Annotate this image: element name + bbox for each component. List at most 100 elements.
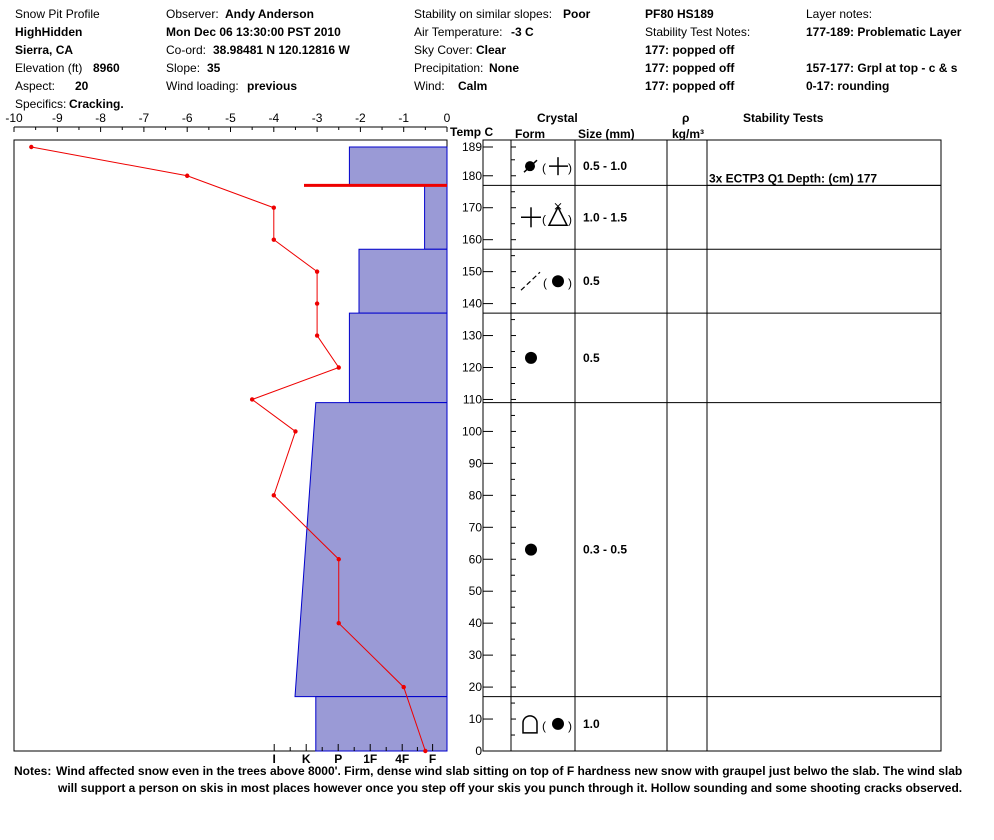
hardness-layer: [294, 402, 448, 698]
stab-note: 177: popped off: [645, 61, 735, 75]
temp-tick-label: -5: [225, 111, 236, 125]
layer-note: 0-17: rounding: [806, 79, 890, 93]
crystal-size: 0.3 - 0.5: [583, 543, 627, 557]
rho-unit-header: kg/m³: [672, 127, 704, 141]
depth-tick-label: 0: [475, 744, 482, 758]
slope-value: 35: [207, 61, 221, 75]
form-header: Form: [515, 127, 545, 141]
size-header: Size (mm): [578, 127, 635, 141]
depth-tick-label: 110: [463, 392, 482, 406]
crystal-table-frame: [482, 139, 942, 752]
depth-hoar-icon: [522, 715, 538, 734]
paren-close-icon: ): [568, 212, 572, 226]
crystal-header: Crystal: [537, 111, 578, 125]
hardness-layer: [358, 248, 448, 314]
profile-title: Snow Pit Profile: [15, 7, 100, 21]
depth-tick-label: 180: [462, 169, 482, 183]
paren-open-icon: (: [543, 276, 547, 290]
temp-tick-label: -6: [182, 111, 193, 125]
rounded-grain-icon: [552, 717, 564, 730]
crystal-size: 1.0: [583, 717, 600, 731]
notes-label: Notes:: [14, 764, 52, 778]
depth-tick-label: 50: [469, 584, 483, 598]
hardness-layer: [348, 146, 448, 186]
temp-tick-label: -1: [398, 111, 409, 125]
temperature-point: [29, 144, 34, 150]
depth-tick-label: 130: [462, 329, 482, 343]
hardness-tick-label: 4F: [395, 752, 409, 766]
depth-tick-label: 20: [469, 680, 483, 694]
wind-loading-value: previous: [247, 79, 298, 93]
layer-note: 157-177: Grpl at top - c & s: [806, 61, 958, 75]
pit-location: Sierra, CA: [15, 43, 74, 57]
observer-label: Observer:: [166, 7, 219, 21]
stab-note: 177: popped off: [645, 43, 735, 57]
stability-test-result: 3x ECTP3 Q1 Depth: (cm) 177: [709, 171, 877, 185]
precip-label: Precipitation:: [414, 61, 484, 75]
temperature-point: [314, 269, 320, 274]
paren-close-icon: ): [568, 161, 572, 175]
paren-open-icon: (: [542, 719, 546, 733]
coord-label: Co-ord:: [166, 43, 207, 57]
graupel-icon: [547, 205, 569, 227]
temperature-point: [271, 205, 276, 210]
temperature-point: [401, 684, 406, 690]
rounded-grain-icon: [525, 543, 537, 556]
sky-label: Sky Cover:: [414, 43, 473, 57]
depth-tick-label: 160: [462, 233, 482, 247]
pf-hs: PF80 HS189: [645, 7, 714, 21]
temp-column-header: Temp C: [450, 125, 493, 139]
depth-tick-label: 90: [469, 456, 483, 470]
aspect-label: Aspect:: [15, 79, 56, 93]
crystal-size: 0.5: [583, 274, 600, 288]
temperature-point: [314, 333, 320, 338]
crystal-size: 0.5: [583, 351, 600, 365]
stab-notes-label: Stability Test Notes:: [645, 25, 751, 39]
temperature-point: [423, 748, 428, 754]
observer-value: Andy Anderson: [225, 7, 314, 21]
coord-value: 38.98481 N 120.12816 W: [213, 43, 350, 57]
depth-tick-label: 120: [462, 361, 482, 375]
wind-value: Calm: [458, 79, 488, 93]
elevation-label: Elevation (ft): [15, 61, 83, 75]
temperature-point: [293, 429, 298, 434]
aspect-value: 20: [75, 79, 89, 93]
temp-tick-label: -9: [52, 111, 63, 125]
temperature-point: [336, 620, 341, 626]
temp-tick-label: -3: [312, 111, 323, 125]
hardness-tick-label: I: [273, 752, 276, 766]
stab-note: 177: popped off: [645, 79, 735, 93]
hardness-tick-label: F: [429, 752, 436, 766]
air-temp-label: Air Temperature:: [414, 25, 503, 39]
depth-tick-label: 189: [462, 140, 482, 154]
wind-label: Wind:: [414, 79, 445, 93]
temperature-point: [249, 397, 255, 402]
decomposing-icon: [520, 271, 541, 291]
temp-tick-label: -10: [5, 111, 23, 125]
temp-tick-label: -4: [268, 111, 279, 125]
precip-value: None: [489, 61, 519, 75]
depth-tick-label: 60: [469, 552, 483, 566]
paren-open-icon: (: [542, 161, 546, 175]
crystal-size: 0.5 - 1.0: [583, 159, 627, 173]
temperature-point: [185, 173, 190, 178]
pit-name: HighHidden: [15, 25, 83, 39]
notes-line: Wind affected snow even in the trees abo…: [56, 764, 963, 778]
specifics-label: Specifics:: [15, 97, 67, 111]
specifics-value: Cracking.: [69, 97, 124, 111]
depth-tick-label: 70: [469, 520, 483, 534]
depth-tick-label: 40: [469, 616, 483, 630]
paren-open-icon: (: [542, 212, 546, 226]
rounded-grain-icon: [552, 275, 564, 288]
stability-label: Stability on similar slopes:: [414, 7, 553, 21]
hardness-tick-label: K: [302, 752, 311, 766]
elevation-value: 8960: [93, 61, 120, 75]
temperature-point: [271, 237, 276, 242]
depth-tick-label: 80: [469, 488, 483, 502]
temp-tick-label: -7: [139, 111, 150, 125]
temp-tick-label: -8: [95, 111, 106, 125]
sky-value: Clear: [476, 43, 507, 57]
slope-label: Slope:: [166, 61, 201, 75]
crystal-size: 1.0 - 1.5: [583, 210, 627, 224]
graupel-icon: [554, 202, 562, 210]
